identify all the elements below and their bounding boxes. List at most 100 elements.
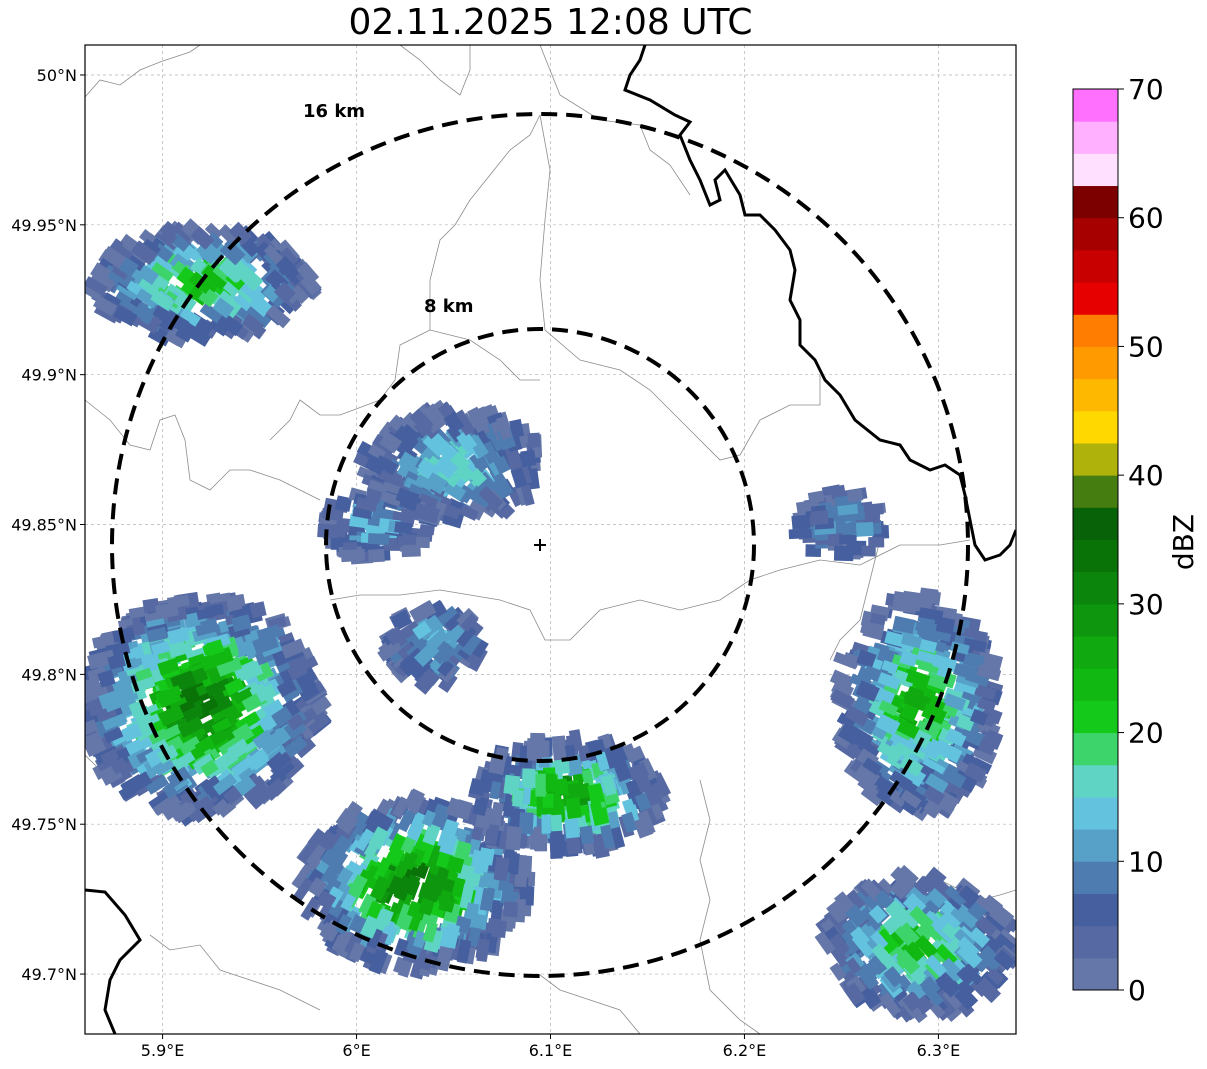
echo-bin (956, 936, 980, 959)
echo-bin (109, 238, 135, 261)
echo-bin (412, 620, 432, 640)
echo-bin (200, 759, 219, 778)
echo-bin (307, 713, 331, 735)
echo-bin (93, 295, 118, 317)
echo-bin (395, 487, 420, 508)
echo-bin (379, 431, 403, 454)
echo-bin (795, 500, 812, 513)
echo-bin (168, 641, 193, 659)
echo-bin (600, 824, 616, 849)
echo-bin (977, 697, 997, 713)
echo-bin (438, 889, 453, 907)
echo-bin (100, 748, 120, 765)
echo-bin (333, 929, 353, 953)
echo-bin (412, 919, 427, 940)
echo-bin (331, 834, 353, 858)
echo-bin (469, 450, 491, 473)
echo-bin (373, 856, 392, 883)
echo-bin (925, 673, 949, 691)
echo-bin (408, 794, 425, 815)
echo-bin (249, 601, 267, 619)
echo-bin (205, 677, 232, 698)
echo-bin (85, 282, 104, 301)
echo-bin (788, 528, 812, 540)
echo-bin (468, 636, 489, 659)
echo-bin (520, 484, 535, 507)
echo-bin (902, 991, 923, 1012)
echo-bin (157, 657, 180, 676)
echo-bin (843, 889, 867, 913)
echo-bin (943, 693, 967, 712)
echo-bin (137, 264, 159, 285)
echo-bin (259, 731, 286, 756)
echo-bin (831, 679, 855, 700)
echo-bin (941, 767, 967, 789)
echo-bin (132, 302, 156, 325)
echo-bin (526, 738, 539, 760)
echo-bin (190, 226, 215, 250)
echo-bin (153, 757, 175, 776)
echo-bin (889, 878, 911, 900)
echo-bin (107, 653, 126, 670)
echo-bin (407, 910, 423, 932)
echo-bin (980, 894, 1003, 917)
echo-bin (850, 926, 870, 948)
echo-bin (369, 875, 391, 901)
echo-bin (446, 855, 465, 874)
echo-bin (340, 548, 366, 563)
echo-bin (992, 931, 1016, 953)
echo-bin (520, 449, 537, 468)
echo-bin (162, 685, 183, 701)
echo-bin (518, 812, 534, 835)
echo-bin (103, 727, 124, 744)
echo-bin (178, 736, 204, 759)
echo-bin (905, 669, 931, 689)
echo-bin (587, 782, 605, 805)
echo-bin (208, 318, 229, 337)
echo-bin (621, 811, 638, 833)
echo-bin (121, 722, 143, 743)
echo-bin (446, 797, 464, 818)
echo-bin (894, 718, 920, 740)
echo-bin (283, 735, 308, 758)
echo-bin (252, 633, 279, 655)
echo-bin (565, 797, 582, 819)
echo-bin (846, 541, 864, 556)
echo-bin (924, 954, 948, 978)
echo-bin (101, 712, 128, 731)
echo-bin (862, 626, 886, 641)
echo-bin (392, 796, 410, 819)
echo-bin (273, 281, 296, 304)
echo-bin (211, 798, 230, 816)
echo-bin (348, 941, 366, 963)
echo-bin (936, 937, 959, 960)
echo-bin (954, 985, 979, 1011)
echo-bin (478, 485, 504, 511)
echo-bin (600, 774, 617, 797)
echo-bin (281, 758, 305, 781)
echo-bin (542, 793, 555, 808)
echo-bin (434, 455, 459, 480)
echo-bin (348, 874, 368, 898)
echo-bin (217, 312, 244, 337)
echo-bin (631, 766, 653, 794)
echo-bin (265, 304, 291, 329)
echo-bin (293, 736, 317, 759)
echo-bin (240, 278, 266, 304)
echo-bin (348, 914, 367, 934)
echo-bin (192, 753, 217, 776)
echo-bin (152, 305, 172, 323)
echo-bin (901, 797, 920, 816)
echo-bin (167, 327, 189, 349)
echo-bin (956, 967, 975, 986)
echo-bin (414, 668, 440, 695)
echo-bin (391, 609, 413, 631)
echo-bin (904, 941, 925, 962)
echo-bin (974, 976, 1002, 1004)
echo-bin (920, 982, 944, 1007)
echo-bin (199, 302, 224, 324)
echo-bin (926, 887, 948, 908)
echo-bin (833, 891, 856, 914)
echo-bin (468, 777, 487, 797)
